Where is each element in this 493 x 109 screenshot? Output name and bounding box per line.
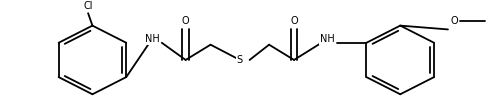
Text: S: S — [237, 55, 243, 65]
Text: Cl: Cl — [83, 1, 93, 11]
Text: NH: NH — [320, 34, 335, 44]
Text: O: O — [290, 16, 298, 26]
Text: O: O — [182, 16, 189, 26]
Text: NH: NH — [144, 34, 159, 44]
Text: O: O — [451, 16, 458, 26]
